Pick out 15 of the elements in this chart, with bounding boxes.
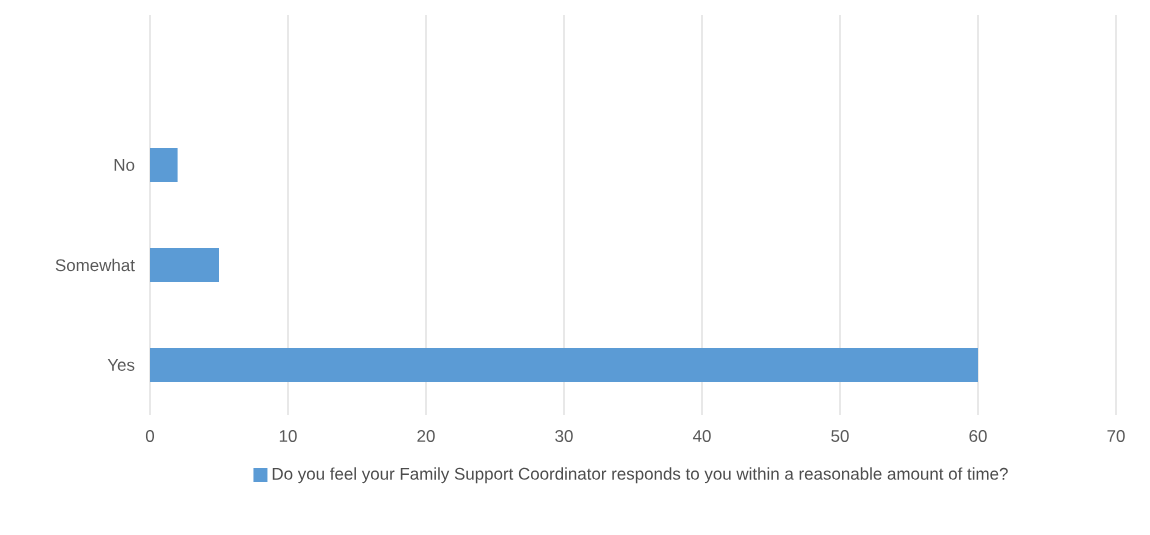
y-tick-label: Somewhat (55, 258, 135, 272)
bar (150, 348, 978, 383)
x-tick-label: 0 (145, 430, 155, 443)
x-tick-label: 60 (969, 430, 987, 443)
legend-label: Do you feel your Family Support Coordinator responds to you within a reasonable amount of time? (272, 467, 1008, 484)
y-tick-label: Yes (107, 359, 135, 371)
x-tick-label: 40 (692, 430, 711, 443)
x-tick-label: 70 (1107, 430, 1125, 443)
x-tick-label: 30 (555, 430, 573, 443)
x-tick-label: 20 (417, 430, 435, 443)
y-tick-label: No (114, 159, 135, 171)
x-tick-label: 10 (279, 430, 297, 443)
bar (150, 248, 219, 283)
x-tick-label: 50 (831, 430, 849, 443)
bar (150, 148, 178, 183)
